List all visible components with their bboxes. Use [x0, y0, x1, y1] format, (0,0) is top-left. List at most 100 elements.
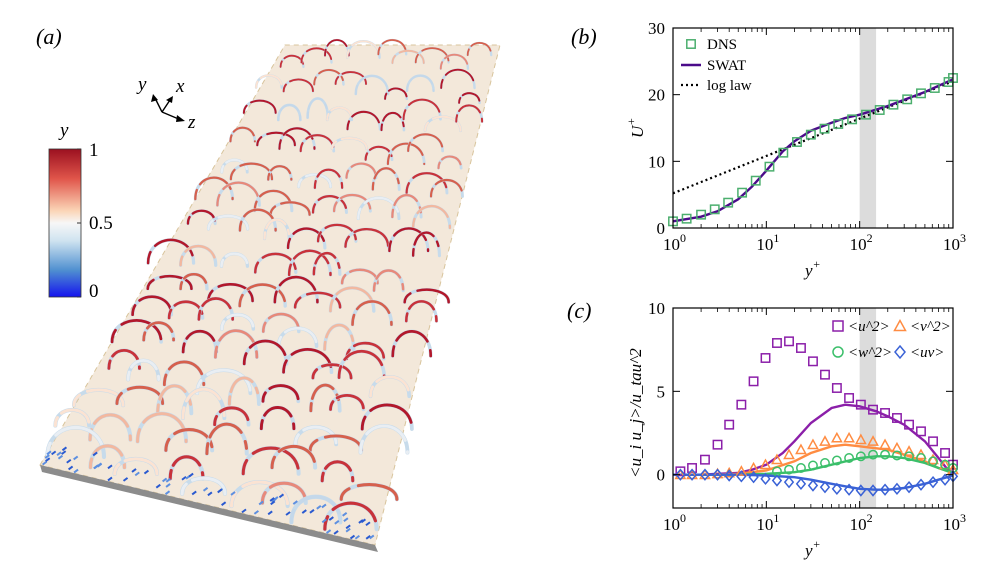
near-wall-streak [365, 521, 371, 527]
dns-marker [855, 484, 867, 497]
hairpin-arch [351, 300, 393, 326]
hairpin-arch [255, 74, 283, 89]
hairpin-arch [403, 288, 450, 304]
dns-marker [916, 88, 926, 99]
dns-marker [820, 369, 830, 380]
hairpin-arch [277, 326, 318, 348]
near-wall-streak [278, 493, 285, 499]
near-wall-streak [92, 451, 98, 457]
near-wall-streak [360, 518, 367, 524]
hairpin-arch [331, 137, 368, 150]
hairpin-arch [229, 126, 256, 143]
hairpin-arch [167, 300, 204, 320]
hairpin-arch [407, 133, 444, 152]
hairpin-arch [346, 111, 382, 131]
dns-marker [807, 479, 819, 492]
dns-marker [686, 468, 698, 480]
dns-marker [902, 94, 913, 105]
hairpin-arch [332, 194, 372, 213]
hairpin-arch [360, 403, 414, 431]
hairpin-arch [372, 269, 405, 292]
domain-bottom-face [40, 465, 378, 552]
dns-marker [868, 404, 878, 415]
near-wall-streak [325, 529, 332, 534]
x-tick-label: 102 [850, 231, 873, 254]
hairpin-arch [277, 103, 302, 121]
near-wall-streak [44, 454, 50, 459]
hairpin-arch [164, 428, 214, 452]
near-wall-streak [267, 510, 273, 516]
near-wall-streak [107, 464, 113, 470]
hairpin-arch [466, 42, 493, 56]
near-wall-streak [73, 455, 79, 461]
x-tick-label: 101 [756, 511, 779, 534]
hairpin-arch [329, 394, 365, 411]
reynolds-stress-chart: 100 101 102 103 0 5 10 <u^2> <v^2> <w^2> <uv> y+ <u_… [626, 299, 966, 560]
dns-marker [819, 123, 830, 134]
colorbar-tick-0: 0 [89, 281, 99, 302]
near-wall-streak [321, 503, 327, 509]
y-axis-label: <u_i u_j>/u_tau^2 [626, 348, 645, 478]
dns-marker [723, 197, 734, 208]
dns-marker [699, 468, 711, 480]
near-wall-streak [202, 487, 209, 492]
dns-marker [843, 431, 855, 443]
near-wall-streak [73, 468, 79, 474]
dns-marker [847, 114, 858, 125]
legend-loglaw-label: log law [707, 78, 752, 94]
dns-marker [928, 436, 938, 447]
hairpin-arch [364, 145, 394, 161]
hairpin-arch [256, 131, 296, 147]
dns-marker [888, 99, 899, 110]
dns-marker [795, 443, 807, 455]
dns-marker [696, 209, 707, 220]
hairpin-arch [179, 244, 217, 267]
dns-marker [833, 119, 844, 129]
hairpin-arch [110, 319, 163, 344]
near-wall-streak [316, 505, 322, 510]
triad-z-label: z [187, 112, 196, 133]
dns-marker [771, 453, 783, 465]
dns-marker [831, 455, 842, 466]
hairpin-arch [311, 195, 348, 214]
panel-b-label: (b) [571, 24, 597, 49]
near-wall-streak [155, 483, 161, 489]
dns-marker [831, 482, 843, 496]
hairpin-arch [168, 455, 205, 481]
dns-marker [867, 435, 879, 446]
x-tick-label: 100 [663, 231, 686, 254]
hairpin-arch [267, 165, 293, 181]
dns-marker [784, 464, 794, 475]
near-wall-streak [309, 508, 315, 514]
dns-marker [844, 453, 855, 463]
dns-marker [831, 383, 842, 393]
near-wall-streak [270, 500, 276, 506]
hairpin-arch [386, 142, 426, 166]
dns-marker [903, 445, 915, 456]
hairpin-arch [371, 167, 401, 191]
hairpin-arch [260, 481, 308, 505]
dns-marker [687, 463, 698, 473]
dns-marker [709, 204, 720, 215]
legend-marker [893, 318, 907, 332]
hairpin-arch [337, 350, 386, 379]
hairpin-arch [300, 47, 333, 64]
hairpin-arch [323, 323, 356, 351]
hairpin-arch [339, 483, 399, 501]
hairpin-arch [220, 158, 249, 174]
hairpin-arch [345, 341, 386, 361]
dns-marker [879, 483, 891, 496]
near-wall-streak [97, 462, 103, 468]
dns-marker [830, 431, 843, 443]
x-tick-label: 103 [943, 511, 966, 534]
hairpin-arch [179, 273, 209, 291]
dns-marker [807, 438, 819, 450]
dns-marker [868, 449, 878, 460]
near-wall-streak [217, 488, 223, 494]
dns-marker [796, 463, 806, 473]
dns-marker [819, 480, 831, 494]
near-wall-streak [131, 468, 137, 473]
near-wall-streak [334, 520, 340, 525]
y-tick-label: 0 [657, 219, 666, 238]
vortex-rendering: y 1 0.5 0 y x z [39, 39, 501, 552]
